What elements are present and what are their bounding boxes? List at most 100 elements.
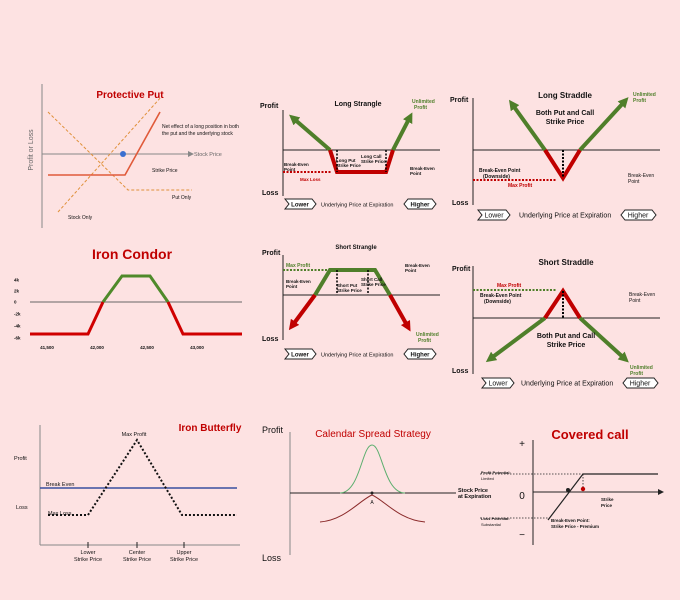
y-tick-label: -4k: [14, 324, 21, 329]
panel-label: Loss: [452, 200, 468, 207]
panel-label: Strike Price: [547, 342, 586, 349]
panel-label: Loss: [262, 553, 282, 563]
panel-label: Higher: [410, 203, 430, 209]
panel-label: Loss: [262, 336, 278, 343]
panel-title: Iron Condor: [92, 246, 173, 262]
panel-label: Profit: [262, 250, 281, 257]
panel-label: Limited: [481, 476, 494, 481]
panel-label: Break-Even: [628, 173, 654, 179]
covered-call-shapes: [480, 440, 664, 545]
panel-label: Max Loss: [300, 177, 321, 182]
long-strangle-shapes: [282, 110, 440, 210]
panel-label: Underlying Price at Expiration: [519, 213, 611, 220]
panel-label: Point: [284, 167, 296, 172]
panel-label: Max Profit: [122, 432, 147, 438]
panel-label: A: [370, 500, 374, 506]
panel-label: Max Profit: [508, 183, 533, 189]
panel-label: Underlying Price at Expiration: [321, 353, 393, 359]
panel-label: Stock Price: [458, 488, 488, 494]
panel-label: Lower: [81, 550, 96, 556]
panel-title: Covered call: [551, 427, 628, 442]
panel-label: Max Profit: [497, 283, 522, 289]
panel-label: Profit: [450, 97, 469, 104]
protective-put-shapes: [41, 84, 194, 228]
calendar-spread-shapes: [289, 432, 456, 555]
panel-label: Point: [629, 298, 641, 304]
panel-label: Short Put: [337, 283, 358, 288]
panel-label: the put and the underlying stock: [162, 131, 233, 137]
panel-label: Strike Price: [337, 288, 362, 293]
panel-label: Profit: [14, 456, 27, 462]
panel-label: Net effect of a long position in both: [162, 124, 239, 130]
panel-label: Lower: [291, 203, 309, 209]
panel-label: Profit or Loss: [28, 129, 35, 171]
panel-label: Max Profit: [286, 263, 311, 269]
panel-label: Short Call: [361, 277, 382, 282]
panel-label: Break-Even Point: [479, 168, 521, 174]
panel-label: Profit: [418, 338, 431, 344]
panel-label: Strike Price: [546, 119, 585, 126]
panel-label: Unlimited: [416, 332, 439, 338]
panel-label: Strike Price: [152, 168, 178, 174]
panel-label: Loss Potential:: [481, 516, 510, 521]
panel-label: Strike Price: [170, 557, 198, 563]
panel-label: Unlimited: [630, 365, 653, 371]
panel-label: Profit Potential:: [481, 470, 511, 475]
panel-title: Calendar Spread Strategy: [315, 429, 431, 440]
panel-label: at Expiration: [458, 494, 492, 500]
short-straddle-shapes: [472, 266, 660, 389]
panel-label: Profit: [262, 425, 284, 435]
panel-label: +: [519, 439, 525, 450]
panel-title: Short Strangle: [335, 245, 377, 251]
panel-label: Break-Even: [410, 166, 435, 171]
y-tick-label: -6k: [14, 336, 21, 341]
panel-label: Loss: [262, 190, 278, 197]
panel-label: Lower: [488, 381, 508, 388]
panel-label: Center: [129, 550, 146, 556]
panel-label: Break Even: [46, 482, 74, 488]
panel-title: Iron Butterfly: [179, 423, 242, 434]
x-tick-label: 43,000: [190, 345, 204, 350]
y-tick-label: 0: [14, 300, 17, 305]
panel-label: Break-Even: [284, 162, 309, 167]
panel-label: Profit: [630, 371, 643, 377]
iron-butterfly-shapes: [39, 425, 240, 548]
panel-label: Loss: [16, 505, 28, 511]
panel-label: Profit: [452, 266, 471, 273]
panel-label: Underlying Price at Expiration: [521, 381, 613, 388]
y-tick-label: 2k: [14, 289, 20, 294]
panel-label: Strike Price: [123, 557, 151, 563]
panel-label: Upper: [177, 550, 192, 556]
panel-label: Lower: [484, 213, 504, 220]
panel-label: Point: [286, 284, 298, 289]
panel-label: Underlying Price at Expiration: [321, 203, 393, 209]
panel-title: Long Straddle: [538, 91, 592, 100]
panel-label: Profit: [260, 103, 279, 110]
panel-label: Strike Price - Premium: [551, 524, 599, 529]
panel-label: Strike Price: [74, 557, 102, 563]
panel-label: Loss: [452, 368, 468, 375]
panel-label: Strike: [601, 497, 614, 502]
panel-label: Strike Price: [361, 282, 386, 287]
panel-label: Higher: [410, 353, 430, 359]
panel-label: Profit: [633, 98, 646, 104]
panel-label: Higher: [630, 381, 651, 388]
panel-label: (Downside): [483, 174, 510, 180]
panel-label: Max Loss: [48, 511, 72, 517]
panel-label: Profit: [414, 105, 427, 111]
panel-label: Point: [405, 268, 417, 273]
panel-label: 0: [519, 491, 525, 502]
panel-label: Break-Even: [629, 292, 655, 298]
panel-title: Short Straddle: [538, 258, 594, 267]
panel-label: Both Put and Call: [536, 110, 594, 117]
panel-label: Higher: [628, 213, 649, 220]
panel-label: Long Call: [361, 154, 382, 159]
panel-label: Stock Only: [68, 215, 93, 221]
long-straddle-shapes: [472, 97, 660, 221]
panel-label: Point: [410, 171, 422, 176]
x-tick-label: 41,500: [40, 345, 54, 350]
panel-label: Substantial: [481, 522, 501, 527]
panel-label: Break-Even Point:: [551, 518, 590, 523]
panel-label: Strike Price: [361, 159, 386, 164]
